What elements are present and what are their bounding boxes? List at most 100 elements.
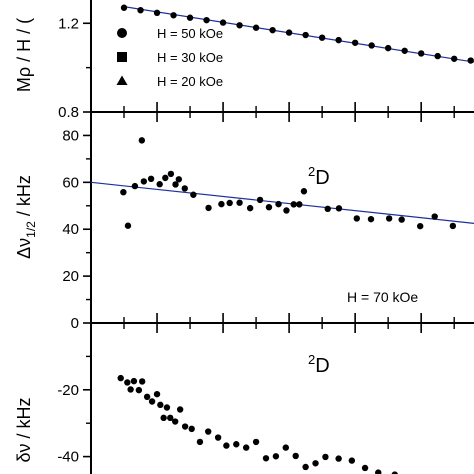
data-point (256, 196, 264, 204)
data-point (236, 22, 243, 29)
data-point (117, 374, 124, 382)
data-point (190, 191, 197, 198)
field-annotation: H = 70 kOe (347, 289, 418, 305)
nucleus-label-sup: 2 (308, 352, 315, 367)
data-point (431, 213, 438, 220)
data-point (300, 188, 308, 195)
data-point (367, 215, 375, 223)
y-tick-label: 20 (62, 268, 79, 285)
data-point (335, 36, 342, 44)
data-point (233, 441, 240, 448)
data-point (223, 442, 230, 449)
data-point (120, 188, 127, 196)
data-point (226, 199, 233, 207)
nucleus-label-base: D (315, 355, 329, 377)
data-point (167, 414, 174, 422)
data-point (324, 205, 331, 213)
data-point (252, 24, 260, 31)
nucleus-label-base: D (315, 167, 329, 189)
legend-label: H = 20 kOe (157, 74, 223, 89)
data-point (205, 204, 212, 212)
data-point (312, 460, 319, 467)
data-point (449, 222, 457, 230)
data-point (138, 137, 146, 144)
data-point (285, 29, 293, 36)
data-point (398, 216, 405, 223)
data-point (172, 181, 179, 188)
data-point (160, 414, 167, 422)
data-point (322, 453, 329, 461)
data-point (401, 47, 408, 54)
data-point (292, 452, 299, 460)
data-point (290, 201, 297, 208)
data-point (335, 455, 342, 462)
nucleus-label: 2D (308, 164, 330, 189)
data-point (262, 455, 270, 462)
y-axis-label-main: Δν (14, 238, 34, 259)
panel-top: 0.8 1.2 Mρ / H / (H = 50 kOe H = 30 kOe H = … (14, 0, 474, 121)
y-tick-label: 60 (62, 174, 79, 191)
nucleus-label-sup: 2 (308, 164, 315, 179)
legend-marker-triangle (116, 75, 128, 85)
data-point (361, 464, 369, 472)
data-point (236, 199, 243, 206)
data-point (283, 207, 290, 214)
data-point (124, 222, 132, 229)
data-point (242, 444, 250, 451)
data-point (171, 418, 179, 425)
data-point (175, 176, 183, 183)
data-point (214, 434, 222, 441)
data-point (416, 222, 424, 230)
legend-marker-square (117, 52, 127, 62)
y-tick-label: 0 (71, 315, 79, 332)
data-point (181, 185, 188, 192)
data-point (269, 26, 276, 34)
data-point (131, 182, 139, 190)
data-point (391, 471, 398, 474)
data-point (434, 52, 441, 60)
y-tick-label: 1.2 (58, 15, 79, 32)
data-point (188, 425, 195, 433)
data-point (140, 178, 148, 185)
data-point (137, 6, 144, 14)
data-point (417, 50, 425, 57)
y-axis-label: δν / kHz (14, 397, 34, 462)
data-point (170, 12, 177, 19)
data-point (335, 205, 343, 212)
data-point (186, 14, 194, 21)
panel-middle: 0 20 40 60 80 Δν1/2 / kHz 2D H = 70 kOe (14, 112, 474, 332)
data-point (385, 215, 393, 222)
data-point (147, 175, 155, 183)
data-point (153, 9, 161, 17)
data-point (375, 469, 382, 474)
nucleus-label: 2D (308, 352, 330, 377)
data-point (348, 457, 356, 464)
y-axis-label-sub: 1/2 (24, 221, 38, 238)
data-point (296, 201, 303, 208)
panel-bottom: -40 -20 δν / kHz 2D (14, 323, 455, 474)
data-point (282, 444, 290, 451)
y-tick-label: 80 (62, 127, 79, 144)
y-tick-label: -40 (57, 449, 79, 466)
data-point (384, 44, 392, 52)
data-point (124, 379, 131, 386)
data-point (450, 55, 458, 62)
data-point (203, 16, 210, 24)
data-point (176, 406, 184, 413)
data-point (120, 4, 128, 11)
fit-line (123, 6, 474, 63)
data-point (153, 390, 161, 398)
y-axis-label: Mρ / H / ( (14, 18, 34, 92)
y-tick-label: 0.8 (58, 104, 79, 121)
data-point (218, 200, 225, 208)
data-point (467, 57, 474, 64)
data-point (302, 31, 309, 39)
data-point (143, 393, 151, 401)
data-point (167, 170, 175, 178)
y-axis-label: Δν1/2 / kHz (14, 175, 38, 259)
data-point (351, 39, 359, 46)
data-point (219, 19, 227, 26)
y-axis-label-unit: / kHz (14, 175, 34, 221)
data-point (156, 181, 163, 188)
